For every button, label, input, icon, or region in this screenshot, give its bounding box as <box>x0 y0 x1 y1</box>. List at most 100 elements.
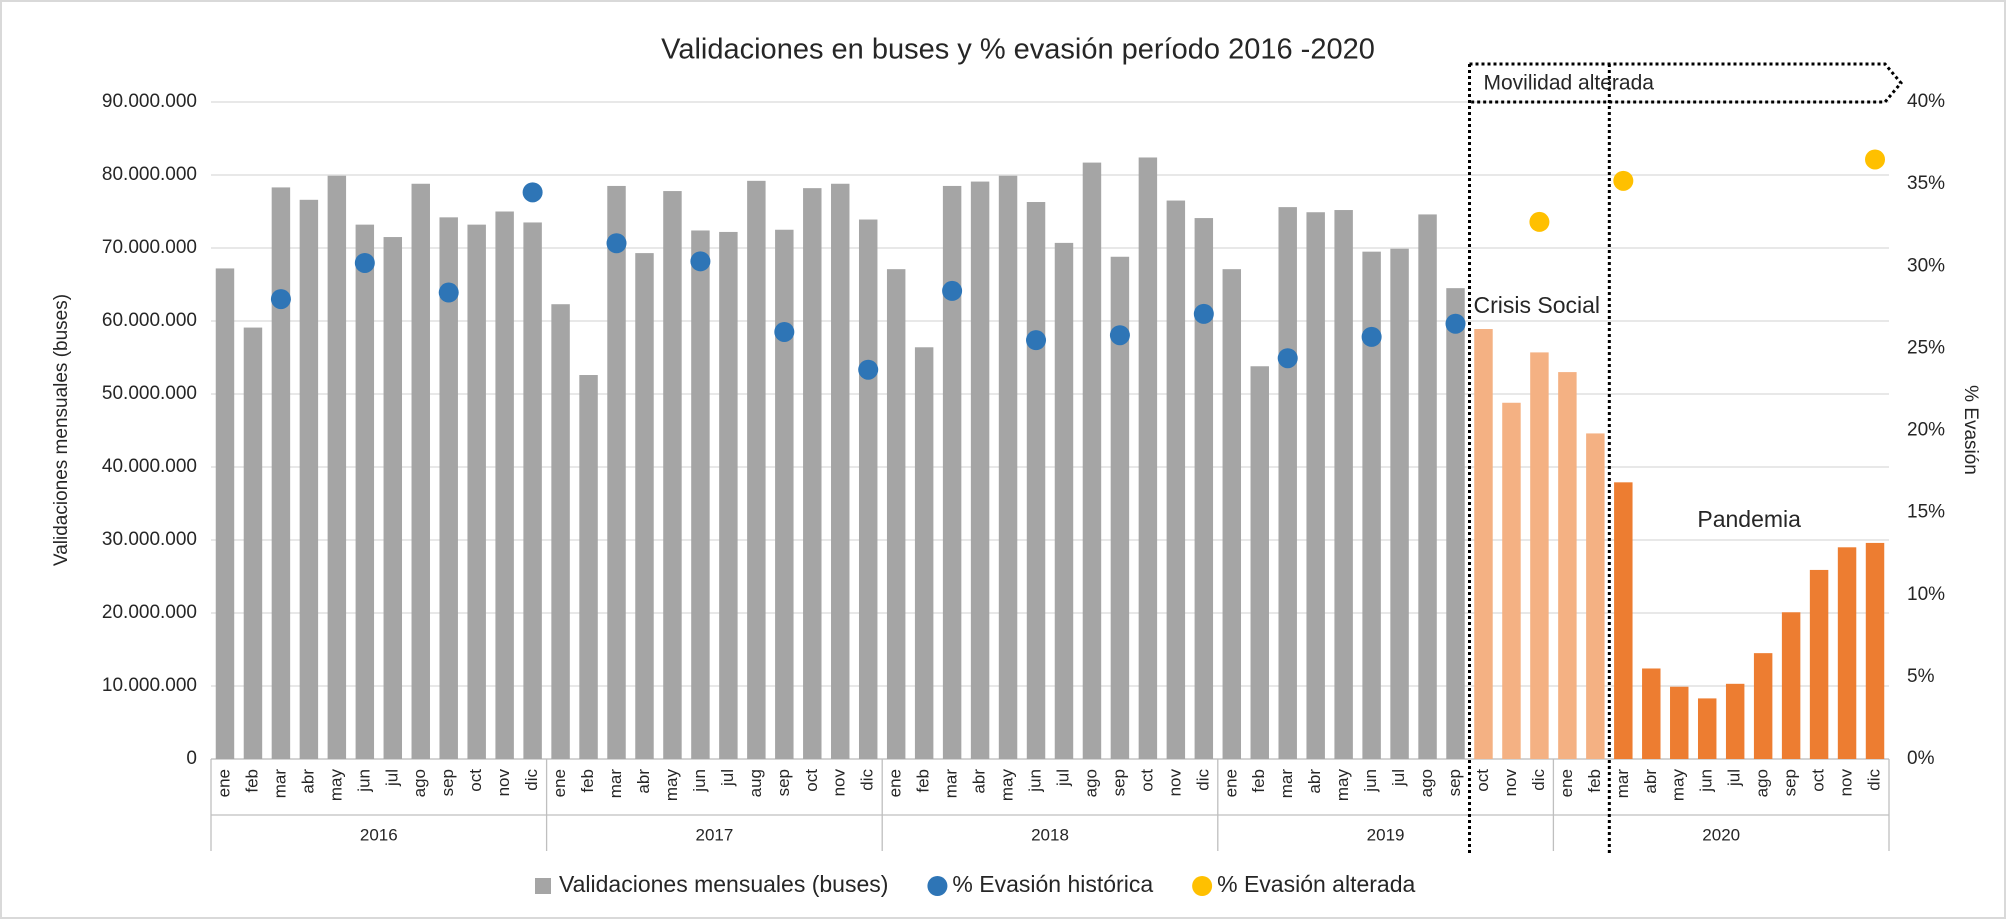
bar <box>691 230 710 760</box>
x-tick-label: sep <box>774 769 793 796</box>
dot <box>1361 326 1382 347</box>
x-tick-label: jul <box>1053 769 1072 787</box>
y-tick-label: 20.000.000 <box>102 602 197 623</box>
bar <box>1222 269 1242 759</box>
x-tick-label: sep <box>1109 769 1128 796</box>
dot <box>942 280 963 301</box>
x-tick-label: ene <box>1557 769 1576 797</box>
dot <box>606 233 627 254</box>
x-tick-label: ago <box>1081 769 1100 797</box>
x-tick-label: abr <box>970 769 989 794</box>
x-tick-label: mar <box>1277 769 1296 799</box>
bar <box>1054 242 1074 759</box>
x-tick-label: jul <box>718 769 737 787</box>
y2-axis-title: % Evasión <box>1960 385 1981 475</box>
x-tick-label: ago <box>410 769 429 797</box>
x-tick-label: nov <box>1837 769 1856 797</box>
bar <box>1809 569 1829 759</box>
x-tick-label: ene <box>214 769 233 797</box>
dot <box>1193 303 1214 324</box>
x-tick-label: abr <box>1641 769 1660 794</box>
bar <box>1194 218 1214 759</box>
bar <box>215 268 235 759</box>
bar <box>551 304 570 759</box>
legend-swatch <box>927 876 948 896</box>
dot <box>270 289 291 310</box>
bar <box>467 224 486 759</box>
x-tick-label: mar <box>942 769 961 799</box>
y2-tick-label: 25% <box>1907 337 1945 358</box>
y2-tick-label: 30% <box>1907 255 1945 276</box>
x-group-label: 2020 <box>1702 825 1740 844</box>
y2-tick-label: 40% <box>1907 91 1945 112</box>
bar <box>1446 288 1465 759</box>
x-tick-label: may <box>326 769 345 802</box>
bar <box>1753 653 1773 759</box>
y-tick-label: 80.000.000 <box>102 164 197 185</box>
chart-title: Validaciones en buses y % evasión períod… <box>661 34 1375 66</box>
bar <box>1474 329 1493 759</box>
x-tick-label: ene <box>886 769 905 797</box>
dot <box>1277 348 1298 369</box>
bar <box>914 347 934 759</box>
bar <box>1865 542 1885 759</box>
bar <box>1670 686 1689 759</box>
x-tick-label: oct <box>1473 769 1492 792</box>
bar <box>635 253 654 760</box>
x-tick-label: ago <box>1417 769 1436 797</box>
x-tick-label: may <box>1669 769 1688 802</box>
y-tick-label: 0 <box>186 748 197 769</box>
x-tick-label: feb <box>1585 769 1604 793</box>
bar <box>1781 612 1801 759</box>
x-tick-label: nov <box>830 769 849 797</box>
bar <box>1166 200 1186 760</box>
y2-tick-label: 15% <box>1907 502 1945 523</box>
x-tick-label: jun <box>1026 769 1045 793</box>
bar <box>607 185 626 759</box>
bar <box>355 224 375 759</box>
x-tick-label: jun <box>354 769 373 793</box>
bar <box>579 375 598 759</box>
bar <box>1614 482 1633 759</box>
x-tick-label: oct <box>802 769 821 792</box>
y2-tick-label: 0% <box>1907 748 1935 769</box>
bar <box>1530 352 1549 759</box>
x-tick-label: sep <box>438 769 457 796</box>
legend-swatch <box>1192 876 1213 896</box>
legend-swatch <box>535 878 551 894</box>
x-tick-label: feb <box>914 769 933 793</box>
bar <box>998 175 1018 760</box>
bar <box>942 185 962 759</box>
y2-tick-label: 10% <box>1907 584 1945 605</box>
x-tick-label: dic <box>1193 769 1212 791</box>
y-tick-label: 30.000.000 <box>102 529 197 550</box>
bar <box>411 183 430 759</box>
y2-tick-label: 20% <box>1907 420 1945 441</box>
bar <box>1362 251 1381 759</box>
x-tick-label: feb <box>1249 769 1268 793</box>
bar <box>1250 366 1269 759</box>
x-tick-label: nov <box>1501 769 1520 797</box>
x-tick-label: nov <box>1165 769 1184 797</box>
bar <box>1725 683 1745 759</box>
y2-tick-label: 5% <box>1907 666 1935 687</box>
legend-label: % Evasión alterada <box>1217 871 1415 897</box>
bar <box>299 199 319 759</box>
dot <box>354 252 375 273</box>
x-tick-label: dic <box>858 769 877 791</box>
x-tick-label: oct <box>466 769 485 792</box>
x-group-label: 2018 <box>1031 825 1069 844</box>
dot <box>1445 313 1466 334</box>
y-tick-label: 60.000.000 <box>102 310 197 331</box>
x-tick-label: oct <box>1809 769 1828 792</box>
dot <box>1529 211 1550 232</box>
y-tick-label: 70.000.000 <box>102 237 197 258</box>
y-tick-label: 40.000.000 <box>102 456 197 477</box>
x-tick-label: aug <box>746 769 765 797</box>
dot <box>858 359 879 380</box>
bar <box>747 180 766 760</box>
y2-tick-label: 35% <box>1907 173 1945 194</box>
dot <box>1026 330 1047 351</box>
x-tick-label: may <box>1333 769 1352 802</box>
